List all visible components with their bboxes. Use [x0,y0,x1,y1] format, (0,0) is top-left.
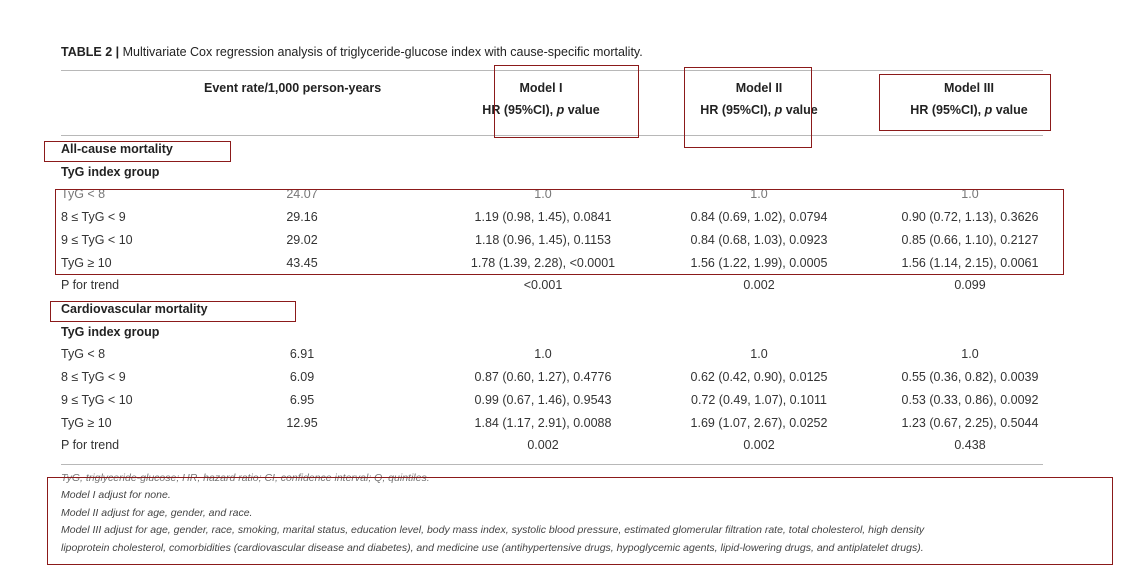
top-rule [61,70,1043,71]
trend-model-2: 0.002 [743,438,775,452]
row-label: 8 ≤ TyG < 9 [61,210,126,224]
row-model-2: 1.0 [750,187,768,201]
row-label: 9 ≤ TyG < 10 [61,393,133,407]
row-label: 8 ≤ TyG < 9 [61,370,126,384]
row-model-2: 1.69 (1.07, 2.67), 0.0252 [690,416,828,430]
row-rate: 6.95 [289,393,315,407]
trend-label: P for trend [61,278,120,292]
highlight-box-model-3 [879,74,1051,131]
row-model-3: 1.0 [961,347,979,361]
row-rate: 24.07 [286,187,318,201]
row-model-1: 1.19 (0.98, 1.45), 0.0841 [474,210,612,224]
row-model-3: 1.0 [961,187,979,201]
section-title-cardiovascular: Cardiovascular mortality [61,302,208,316]
section-group-all-cause: TyG index group [61,165,160,179]
trend-model-2: 0.002 [743,278,775,292]
table-title-text: Multivariate Cox regression analysis of … [119,45,643,59]
row-label: TyG ≥ 10 [61,256,112,270]
row-model-2: 1.56 (1.22, 1.99), 0.0005 [690,256,828,270]
row-model-1: 0.99 (0.67, 1.46), 0.9543 [474,393,612,407]
row-model-3: 0.85 (0.66, 1.10), 0.2127 [901,233,1039,247]
row-model-3: 0.90 (0.72, 1.13), 0.3626 [901,210,1039,224]
row-model-3: 1.23 (0.67, 2.25), 0.5044 [901,416,1039,430]
highlight-box-cardiovascular [50,301,296,322]
footnote-model-3-line-1: Model III adjust for age, gender, race, … [61,524,925,536]
footnote-model-1: Model I adjust for none. [61,489,171,501]
trend-label: P for trend [61,438,120,452]
header-model-3-name: Model III [944,81,994,95]
row-model-1: 1.84 (1.17, 2.91), 0.0088 [474,416,612,430]
row-model-3: 0.53 (0.33, 0.86), 0.0092 [901,393,1039,407]
row-model-1: 1.18 (0.96, 1.45), 0.1153 [475,233,611,247]
section-group-cardiovascular: TyG index group [61,325,160,339]
row-model-2: 0.84 (0.69, 1.02), 0.0794 [690,210,828,224]
bottom-rule [61,464,1043,465]
trend-model-1: 0.002 [527,438,559,452]
row-rate: 12.95 [286,416,318,430]
trend-model-3: 0.438 [954,438,986,452]
header-event-rate: Event rate/1,000 person-years [204,81,382,95]
highlight-box-rows [55,189,1064,275]
table-title-label: TABLE 2 | [61,45,120,59]
table-title: TABLE 2 | Multivariate Cox regression an… [61,45,643,59]
row-label: TyG < 8 [61,187,106,201]
row-rate: 6.09 [289,370,315,384]
row-model-3: 1.56 (1.14, 2.15), 0.0061 [901,256,1039,270]
row-rate: 6.91 [289,347,315,361]
row-model-2: 0.62 (0.42, 0.90), 0.0125 [690,370,828,384]
section-title-all-cause: All-cause mortality [61,142,173,156]
highlight-box-model-1 [494,65,639,138]
footnote-model-3-line-2: lipoprotein cholesterol, comorbidities (… [61,542,924,554]
row-model-1: 1.0 [534,187,552,201]
header-rule [61,135,1043,136]
trend-model-3: 0.099 [954,278,986,292]
footnote-abbreviations: TyG, triglyceride-glucose; HR, hazard ra… [61,472,430,484]
header-model-3: Model III HR (95%CI), p value [894,81,1044,117]
highlight-box-model-2 [684,67,812,148]
highlight-box-footnotes [47,477,1113,565]
trend-model-1: <0.001 [523,278,563,292]
row-model-2: 1.0 [750,347,768,361]
row-label: TyG ≥ 10 [61,416,112,430]
row-model-2: 0.84 (0.68, 1.03), 0.0923 [690,233,828,247]
header-model-1: Model I HR (95%CI), p value [466,81,616,117]
highlight-box-all-cause [44,141,231,162]
row-model-2: 0.72 (0.49, 1.07), 0.1011 [691,393,827,407]
header-model-1-name: Model I [519,81,563,95]
header-model-2-name: Model II [735,81,783,95]
row-model-1: 1.0 [534,347,552,361]
row-model-1: 1.78 (1.39, 2.28), <0.0001 [470,256,616,270]
row-rate: 29.16 [286,210,318,224]
row-rate: 43.45 [286,256,318,270]
header-model-2-hr: HR (95%CI), p value [700,103,818,117]
header-model-2: Model II HR (95%CI), p value [684,81,834,117]
header-model-3-hr: HR (95%CI), p value [910,103,1028,117]
footnote-model-2: Model II adjust for age, gender, and rac… [61,507,253,519]
row-label: 9 ≤ TyG < 10 [61,233,133,247]
row-label: TyG < 8 [61,347,106,361]
row-model-1: 0.87 (0.60, 1.27), 0.4776 [474,370,612,384]
header-model-1-hr: HR (95%CI), p value [482,103,600,117]
row-model-3: 0.55 (0.36, 0.82), 0.0039 [901,370,1039,384]
row-rate: 29.02 [286,233,318,247]
